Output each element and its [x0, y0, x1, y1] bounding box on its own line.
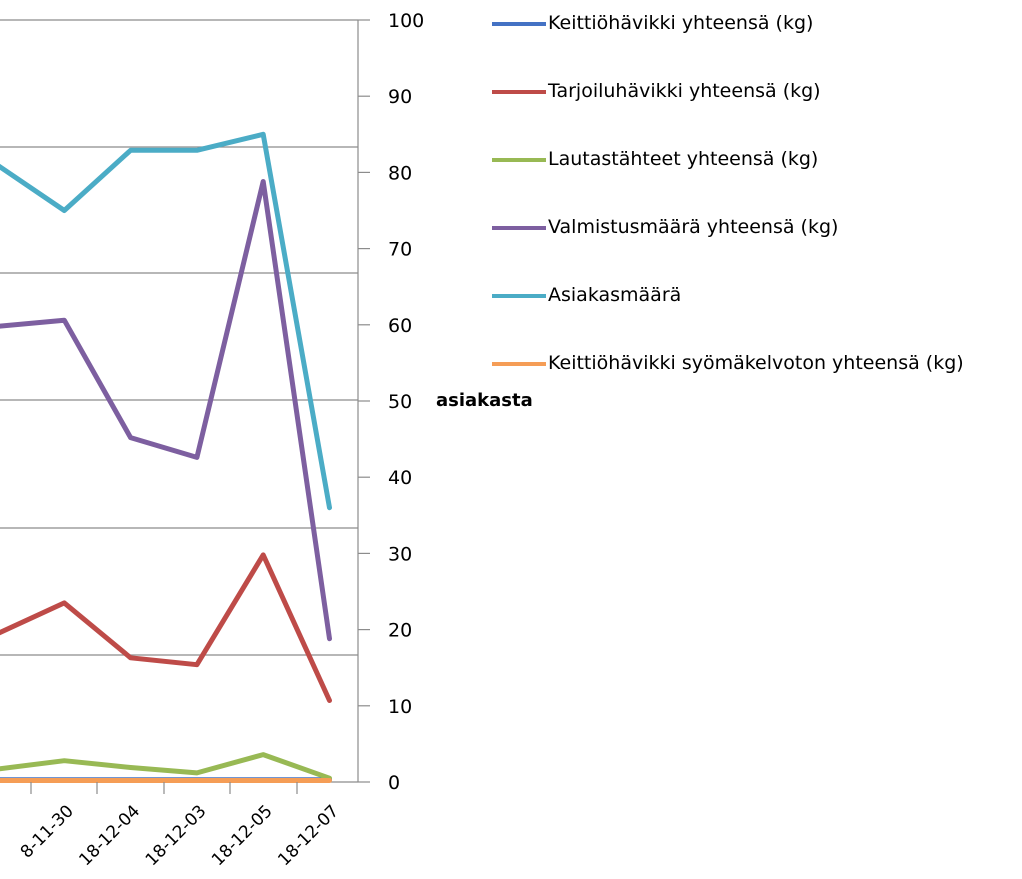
y-tick-labels: 0 10 20 30 40 50 60 70 80 90 100 — [358, 10, 424, 794]
x-tick-label: 18-12-07 — [274, 801, 343, 870]
gridlines — [0, 19, 358, 656]
x-tick-label: 18-12-03 — [142, 801, 211, 870]
y-tick-label: 70 — [388, 239, 412, 261]
series-line-2 — [0, 752, 332, 781]
legend-item: Lautastähteet yhteensä (kg) — [492, 146, 964, 214]
y-tick-label: 60 — [388, 315, 412, 337]
legend-label: Asiakasmäärä — [548, 284, 682, 306]
legend-item: Asiakasmäärä — [492, 282, 964, 350]
y-tick-label: 40 — [388, 467, 412, 489]
x-tick-label: 18-12-04 — [75, 801, 144, 870]
legend-label: Lautastähteet yhteensä (kg) — [548, 148, 819, 170]
series-line-3 — [0, 179, 332, 642]
legend: Keittiöhävikki yhteensä (kg) Tarjoiluhävi… — [492, 10, 964, 418]
y-tick-label: 90 — [388, 86, 412, 108]
x-tick-label: 8-11-30 — [17, 801, 78, 862]
series-line-4 — [0, 131, 332, 511]
legend-label: Keittiöhävikki syömäkelvoton yhteensä (k… — [548, 352, 964, 374]
y-axis-label: asiakasta — [436, 390, 533, 411]
y-tick-label: 80 — [388, 162, 412, 184]
legend-swatch — [492, 22, 546, 26]
legend-swatch — [492, 362, 546, 366]
legend-item: Keittiöhävikki yhteensä (kg) — [492, 10, 964, 78]
axes — [0, 20, 359, 783]
y-tick-label: 0 — [388, 772, 400, 794]
legend-swatch — [492, 226, 546, 230]
legend-swatch — [492, 294, 546, 298]
y-tick-label: 30 — [388, 543, 412, 565]
legend-item: Keittiöhävikki syömäkelvoton yhteensä (k… — [492, 350, 964, 418]
legend-label: Tarjoiluhävikki yhteensä (kg) — [548, 80, 821, 102]
series-line-1 — [0, 552, 332, 703]
legend-item: Valmistusmäärä yhteensä (kg) — [492, 214, 964, 282]
legend-swatch — [492, 158, 546, 162]
legend-label: Valmistusmäärä yhteensä (kg) — [548, 216, 839, 238]
legend-swatch — [492, 90, 546, 94]
y-tick-label: 20 — [388, 620, 412, 642]
y-tick-label: 50 — [388, 391, 412, 413]
x-tick-label: 18-12-05 — [208, 801, 277, 870]
legend-label: Keittiöhävikki yhteensä (kg) — [548, 12, 814, 34]
series-lines — [0, 131, 332, 783]
y-tick-label: 10 — [388, 696, 412, 718]
y-tick-label: 100 — [388, 10, 424, 32]
legend-item: Tarjoiluhävikki yhteensä (kg) — [492, 78, 964, 146]
